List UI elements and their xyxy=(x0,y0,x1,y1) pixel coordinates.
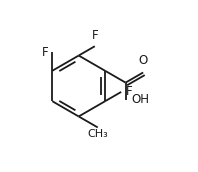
Text: O: O xyxy=(139,54,148,67)
Text: F: F xyxy=(41,46,48,59)
Text: F: F xyxy=(91,29,98,42)
Text: F: F xyxy=(125,85,132,98)
Text: CH₃: CH₃ xyxy=(87,129,108,139)
Text: OH: OH xyxy=(131,93,149,106)
